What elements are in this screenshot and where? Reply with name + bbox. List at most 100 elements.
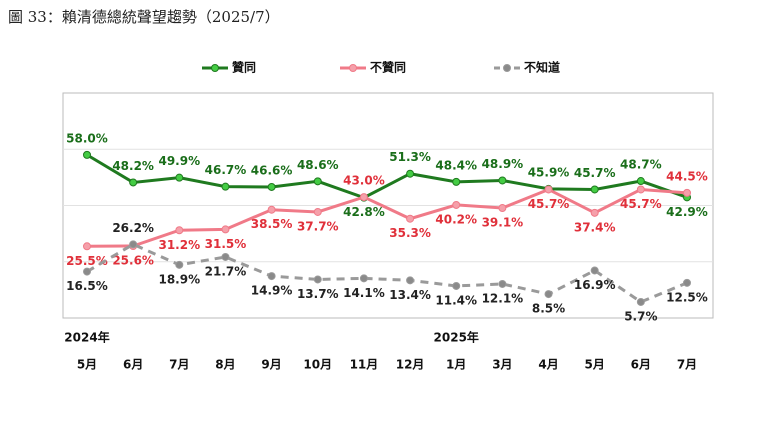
year-label: 2025年 <box>434 330 479 345</box>
point <box>636 177 645 186</box>
point <box>175 226 184 235</box>
data-label: 48.6% <box>297 158 339 172</box>
data-label: 25.5% <box>66 254 108 268</box>
data-label: 37.7% <box>297 219 339 233</box>
data-label: 16.9% <box>574 278 616 292</box>
point <box>83 242 91 251</box>
point <box>221 252 230 261</box>
x-tick-label: 11月 <box>350 358 379 372</box>
legend-label: 贊同 <box>232 60 256 75</box>
data-label: 45.7% <box>528 197 570 211</box>
data-label: 45.7% <box>574 166 616 180</box>
legend-marker <box>349 64 357 72</box>
data-label: 31.2% <box>158 238 200 252</box>
point <box>313 207 322 216</box>
data-label: 51.3% <box>389 150 431 164</box>
data-label: 35.3% <box>389 226 431 240</box>
data-label: 49.9% <box>158 154 200 168</box>
data-label: 13.4% <box>389 288 431 302</box>
point <box>129 178 138 187</box>
data-label: 39.1% <box>482 216 524 230</box>
legend-marker <box>503 64 511 72</box>
data-label: 5.7% <box>624 309 657 323</box>
point <box>175 260 184 269</box>
x-tick-label: 6月 <box>123 358 143 372</box>
data-label: 48.2% <box>112 159 154 173</box>
data-label: 12.1% <box>482 291 524 305</box>
year-label: 2024年 <box>64 330 109 345</box>
point <box>359 193 368 202</box>
point <box>221 182 230 191</box>
x-tick-label: 12月 <box>396 358 425 372</box>
x-tick-label: 10月 <box>303 358 332 372</box>
point <box>590 266 599 275</box>
point <box>129 240 138 249</box>
data-label: 58.0% <box>66 131 108 145</box>
point <box>590 208 599 217</box>
data-label: 48.7% <box>620 158 662 172</box>
x-tick-label: 5月 <box>77 358 97 372</box>
data-label: 46.6% <box>251 163 293 177</box>
chart-title: 圖 33：賴清德總統聲望趨勢（2025/7） <box>8 8 280 26</box>
data-label: 38.5% <box>251 217 293 231</box>
point <box>636 185 645 194</box>
point <box>175 173 184 182</box>
data-label: 21.7% <box>205 264 247 278</box>
point <box>544 185 553 194</box>
data-label: 40.2% <box>435 212 477 226</box>
point <box>313 275 322 284</box>
data-label: 37.4% <box>574 220 616 234</box>
point <box>544 290 553 299</box>
series-line <box>86 187 688 248</box>
point <box>452 200 461 209</box>
series-line <box>86 242 688 304</box>
data-label: 48.4% <box>435 158 477 172</box>
point <box>83 150 91 159</box>
data-label: 45.7% <box>620 197 662 211</box>
point <box>452 281 461 290</box>
data-label: 18.9% <box>158 272 200 286</box>
point <box>498 176 507 185</box>
data-label: 25.6% <box>112 254 154 268</box>
x-tick-label: 7月 <box>677 358 697 372</box>
point <box>267 272 276 281</box>
point <box>221 225 230 234</box>
x-tick-label: 6月 <box>631 358 651 372</box>
data-label: 13.7% <box>297 287 339 301</box>
point <box>406 169 415 178</box>
x-tick-label: 4月 <box>538 358 558 372</box>
data-label: 12.5% <box>666 290 708 304</box>
data-label: 45.9% <box>528 165 570 179</box>
data-label: 42.8% <box>343 205 385 219</box>
x-tick-label: 8月 <box>215 358 235 372</box>
data-label: 48.9% <box>482 157 524 171</box>
point <box>498 279 507 288</box>
point <box>683 278 691 287</box>
x-tick-label: 3月 <box>492 358 512 372</box>
point <box>406 214 415 223</box>
data-label: 43.0% <box>343 174 385 188</box>
data-label: 44.5% <box>666 169 708 183</box>
legend-marker <box>211 64 219 72</box>
data-label: 42.9% <box>666 205 708 219</box>
data-label: 14.1% <box>343 286 385 300</box>
point <box>359 274 368 283</box>
data-label: 46.7% <box>205 163 247 177</box>
legend-label: 不知道 <box>524 60 560 75</box>
series-line <box>86 153 688 200</box>
x-tick-label: 9月 <box>261 358 281 372</box>
point <box>267 205 276 214</box>
point <box>406 276 415 285</box>
data-label: 31.5% <box>205 237 247 251</box>
point <box>590 185 599 194</box>
point <box>683 188 691 197</box>
point <box>452 177 461 186</box>
data-label: 26.2% <box>112 221 154 235</box>
x-tick-label: 1月 <box>446 358 466 372</box>
point <box>83 267 91 276</box>
point <box>636 297 645 306</box>
point <box>313 177 322 186</box>
data-label: 16.5% <box>66 279 108 293</box>
legend-label: 不贊同 <box>370 60 406 75</box>
